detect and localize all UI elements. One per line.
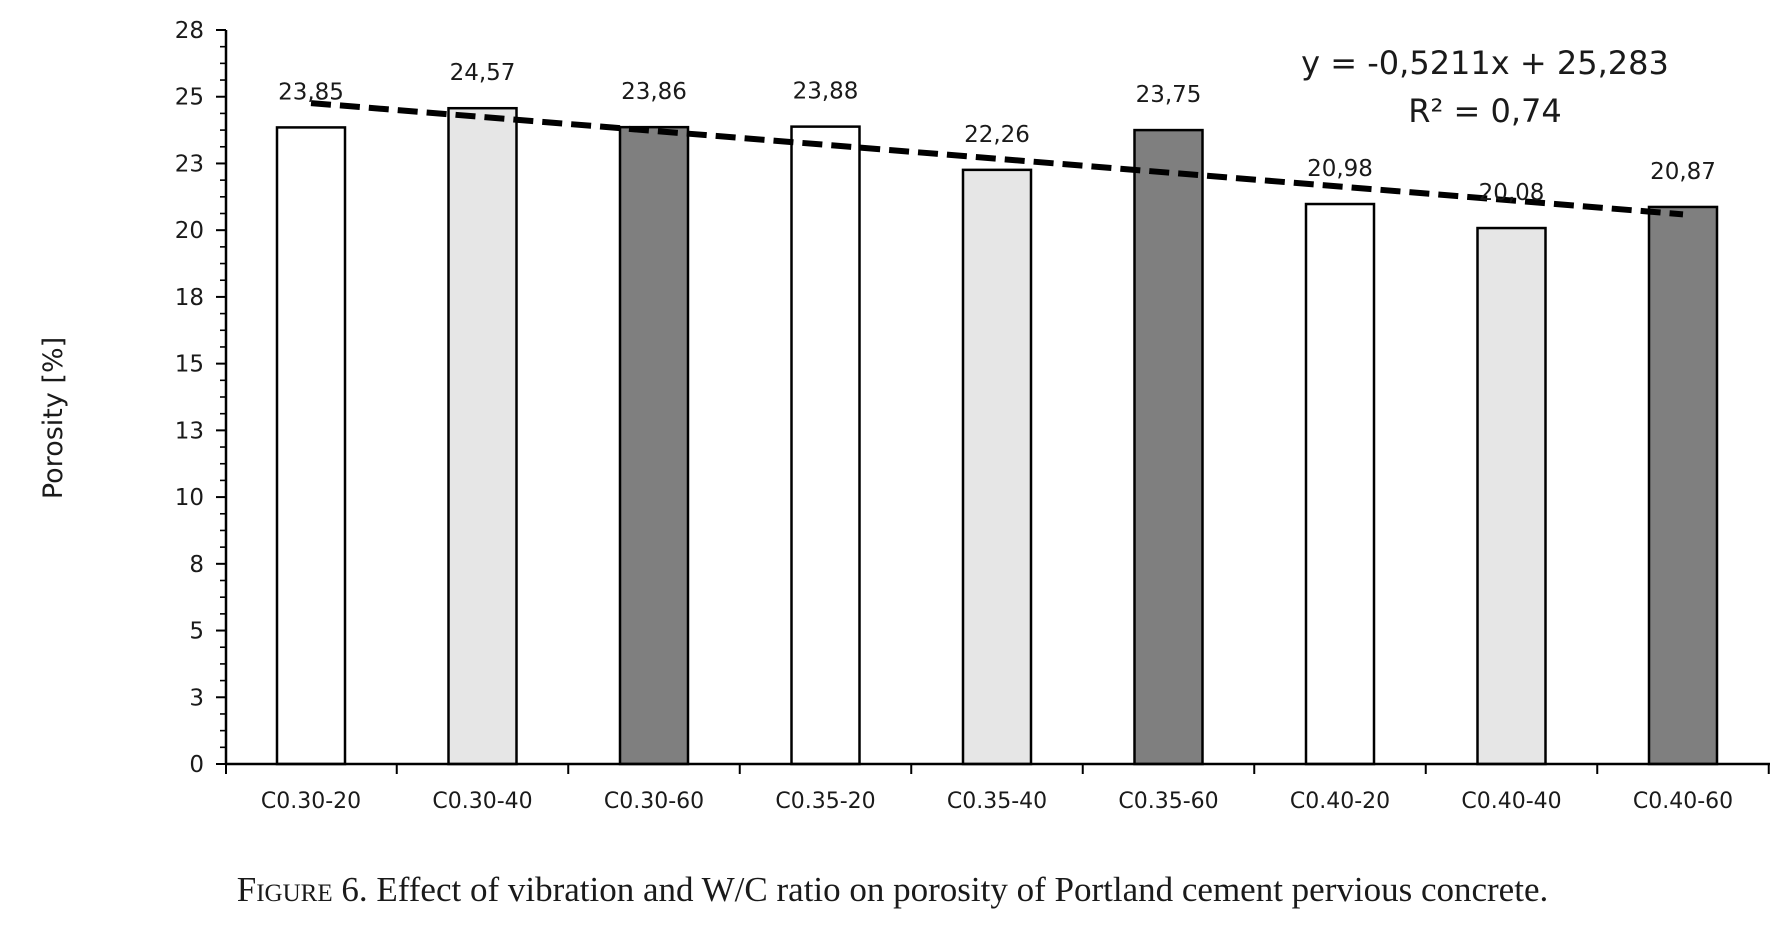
x-tick-label: C0.40-40: [1461, 789, 1561, 814]
y-tick-label: 13: [175, 418, 204, 444]
y-tick-label: 5: [189, 619, 204, 645]
bar-C0.35-60: [1133, 128, 1204, 766]
data-label: 22,26: [964, 122, 1030, 148]
figure-caption-text: Effect of vibration and W/C ratio on por…: [376, 870, 1549, 909]
figure-caption-label: Figure 6.: [236, 870, 368, 909]
x-tick-label: C0.30-40: [432, 789, 532, 814]
y-tick-label: 10: [175, 485, 204, 511]
y-tick-label: 8: [189, 552, 204, 578]
trendline-layer: [310, 100, 1684, 218]
axes-layer: [216, 29, 1770, 774]
y-tick-label: 20: [175, 218, 204, 244]
x-tick-label: C0.40-60: [1633, 789, 1733, 814]
x-tick-label: C0.40-20: [1290, 789, 1390, 814]
figure-caption: Figure 6. Effect of vibration and W/C ra…: [0, 870, 1785, 910]
y-tick-label: 23: [175, 151, 204, 177]
y-axis-label: Porosity [%]: [38, 337, 69, 499]
y-tick-label: 0: [189, 752, 204, 778]
x-tick-label: C0.30-60: [604, 789, 704, 814]
y-tick-label: 15: [175, 352, 204, 378]
x-tick-label: C0.30-20: [261, 789, 361, 814]
x-tick-label: C0.35-20: [775, 789, 875, 814]
data-label: 20,87: [1650, 159, 1716, 185]
data-label: 23,88: [793, 79, 859, 105]
bar-C0.35-40: [961, 168, 1033, 766]
y-tick-label: 18: [175, 285, 204, 311]
data-label: 20,08: [1479, 180, 1545, 206]
x-tick-label: C0.35-40: [947, 789, 1047, 814]
bars-layer: [275, 106, 1719, 766]
y-tick-label: 25: [175, 85, 204, 111]
bar-C0.40-40: [1476, 226, 1547, 766]
data-label: 24,57: [450, 60, 516, 86]
data-label: 23,86: [621, 79, 687, 105]
data-label: 23,75: [1136, 82, 1202, 108]
trendline-equation: y = -0,5211x + 25,283: [1301, 44, 1669, 82]
trendline-r-squared: R² = 0,74: [1408, 92, 1561, 130]
x-tick-label: C0.35-60: [1118, 789, 1218, 814]
bar-C0.35-20: [790, 125, 861, 766]
bar-C0.40-20: [1304, 202, 1376, 766]
y-tick-label: 3: [189, 685, 204, 711]
bar-C0.30-40: [447, 106, 518, 766]
data-label: 20,98: [1307, 156, 1373, 182]
y-tick-label: 28: [175, 18, 204, 44]
bar-C0.30-60: [618, 125, 690, 766]
trendline: [310, 100, 1684, 218]
data-label: 23,85: [278, 79, 344, 105]
labels-layer: 0 3 5 8 10 13 15 18 20 23 25 28 C0.30-20 C0.30-40 C0.3…: [175, 18, 1733, 814]
bar-C0.40-60: [1647, 205, 1719, 766]
bar-C0.30-20: [275, 126, 347, 766]
